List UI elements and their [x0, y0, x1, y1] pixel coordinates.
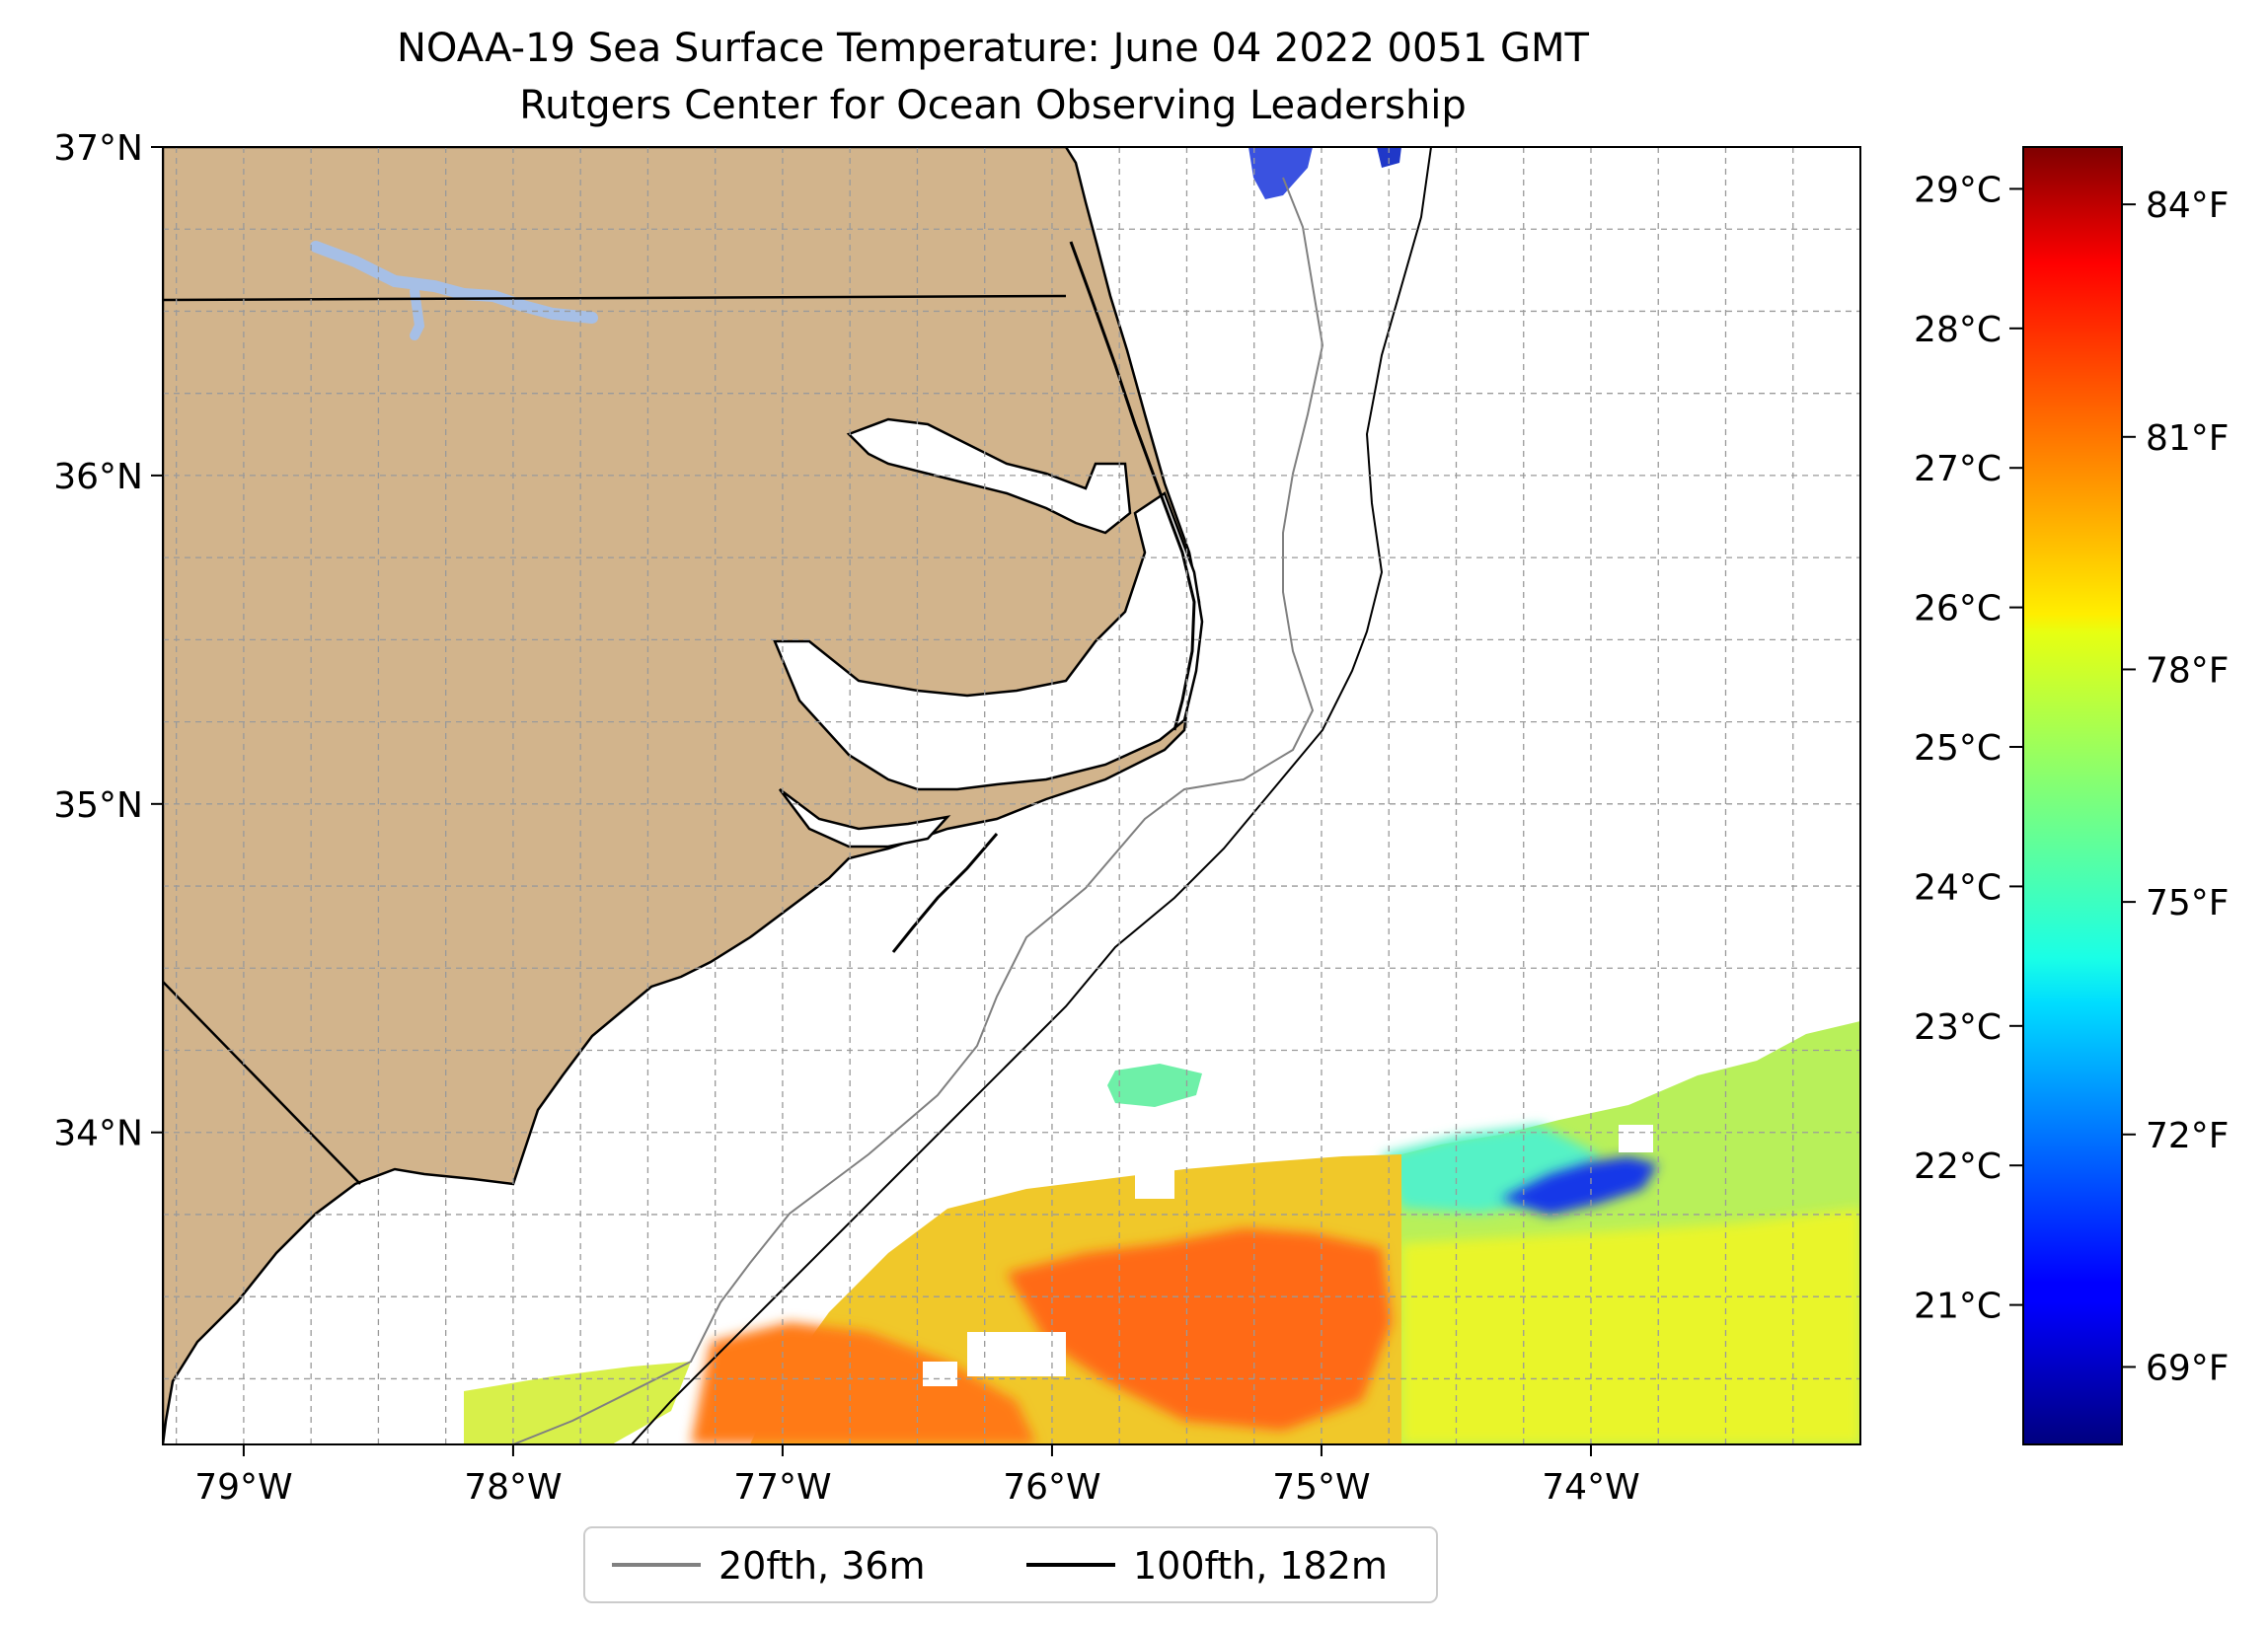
colorbar-fahrenheit-ticks: 69°F 72°F 75°F 78°F 81°F 84°F	[2122, 185, 2230, 1388]
fahrenheit-tick-label: 81°F	[2146, 418, 2230, 459]
state-border-va-nc	[163, 294, 1067, 302]
sst-cold-streak	[1500, 1156, 1658, 1216]
sst-gap-1	[923, 1362, 957, 1386]
fahrenheit-tick-label: 84°F	[2146, 185, 2230, 226]
lon-tick-label: 74°W	[1542, 1467, 1639, 1508]
fahrenheit-tick-label: 72°F	[2146, 1116, 2230, 1156]
colorbar-gradient	[2022, 146, 2123, 1445]
isobath-100fth	[631, 147, 1432, 1444]
legend-box	[583, 1526, 1438, 1603]
sst-gap-3	[1135, 1169, 1174, 1199]
celsius-tick-label: 23°C	[1914, 1007, 2002, 1048]
fahrenheit-tick-label: 69°F	[2146, 1348, 2230, 1388]
celsius-tick-label: 28°C	[1914, 310, 2002, 350]
lat-tick-label: 37°N	[53, 128, 143, 169]
lon-tick-label: 79°W	[194, 1467, 292, 1508]
lon-tick-label: 76°W	[1003, 1467, 1100, 1508]
sst-patch-west	[464, 1362, 691, 1444]
celsius-tick-label: 27°C	[1914, 449, 2002, 489]
sst-gap-2	[967, 1332, 1066, 1376]
legend: 20fth, 36m 100fth, 182m	[583, 1526, 1438, 1603]
fahrenheit-tick-label: 78°F	[2146, 650, 2230, 691]
estuary-neuse	[779, 788, 951, 849]
sst-warm-southwest	[691, 1322, 1036, 1444]
lon-tick-label: 75°W	[1272, 1467, 1370, 1508]
sst-patch-north-blue	[1248, 147, 1313, 199]
lake-kerr-arm	[410, 286, 425, 340]
title-line-2: Rutgers Center for Ocean Observing Leade…	[519, 83, 1467, 128]
core-banks-barrier	[891, 833, 999, 953]
colorbar: 21°C 22°C 23°C 24°C 25°C 26°C 27°C 28°C 29°C 69°…	[1914, 146, 2230, 1445]
map-axes: 79°W 78°W 77°W 76°W 75°W 74°W 34°N 35°N 36°N 37°N	[53, 128, 1639, 1508]
legend-label-20fth: 20fth, 36m	[718, 1544, 926, 1588]
sst-patch-east-yellow	[1401, 1209, 1860, 1444]
sst-data-layer	[464, 147, 1860, 1444]
sst-patch-north-blue-2	[1377, 147, 1401, 168]
map-gridlines	[163, 147, 1860, 1444]
sst-warm-core	[1007, 1228, 1392, 1431]
map-area	[163, 147, 1860, 1444]
pamlico-sound	[773, 491, 1204, 791]
fahrenheit-tick-label: 75°F	[2146, 883, 2230, 924]
celsius-tick-label: 22°C	[1914, 1146, 2002, 1187]
map-frame	[162, 146, 1861, 1445]
celsius-tick-label: 25°C	[1914, 728, 2002, 769]
sst-patch-small-cyan	[1107, 1064, 1202, 1107]
celsius-tick-label: 21°C	[1914, 1287, 2002, 1327]
state-border-nc-sc	[163, 981, 361, 1185]
lat-tick-label: 34°N	[53, 1114, 143, 1154]
colorbar-celsius-ticks: 21°C 22°C 23°C 24°C 25°C 26°C 27°C 28°C 29°C	[1914, 170, 2023, 1327]
celsius-tick-label: 29°C	[1914, 170, 2002, 210]
celsius-tick-label: 26°C	[1914, 589, 2002, 629]
title-line-1: NOAA-19 Sea Surface Temperature: June 04…	[397, 26, 1590, 71]
celsius-tick-label: 24°C	[1914, 867, 2002, 908]
lat-tick-label: 35°N	[53, 785, 143, 826]
outer-banks-barrier	[1069, 241, 1196, 731]
legend-label-100fth: 100fth, 182m	[1133, 1544, 1388, 1588]
lon-tick-label: 77°W	[733, 1467, 831, 1508]
lon-tick-label: 78°W	[464, 1467, 562, 1508]
isobath-20fth	[512, 177, 1324, 1444]
sst-gap-4	[1619, 1125, 1653, 1152]
lat-tick-label: 36°N	[53, 457, 143, 497]
